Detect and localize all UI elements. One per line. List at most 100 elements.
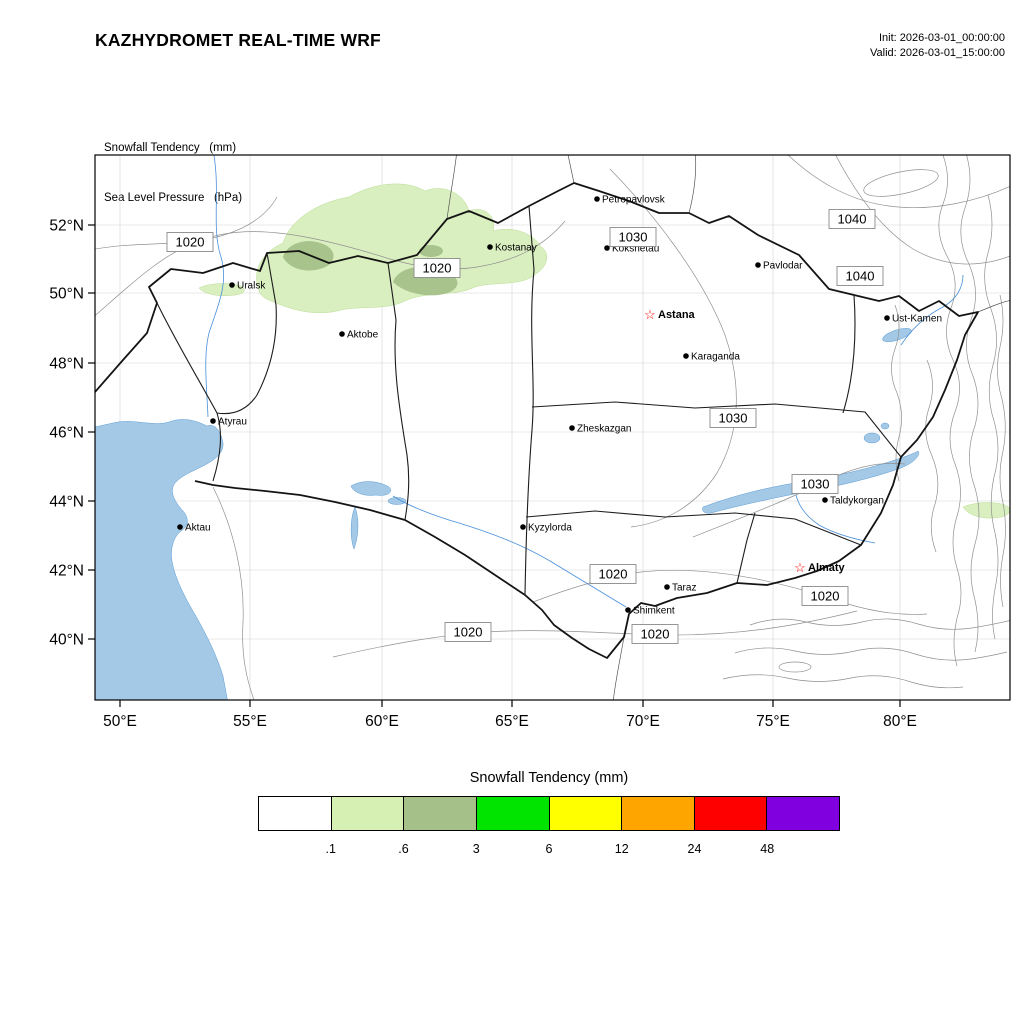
- city-dot: [177, 524, 183, 530]
- city-petropavlovsk: Petropavlovsk: [594, 195, 666, 206]
- pressure-label: 1030: [791, 474, 839, 494]
- legend-tick: 6: [545, 842, 553, 856]
- lon-axis-label: 70°E: [626, 713, 660, 730]
- city-label: Taraz: [672, 583, 696, 594]
- pressure-label-box: [444, 622, 492, 642]
- pressure-value: 1020: [599, 567, 628, 582]
- city-dot: [664, 584, 670, 590]
- city-dot: [339, 331, 345, 337]
- city-dot: [625, 607, 631, 613]
- snowfall-area-mid1: [283, 241, 334, 271]
- pressure-label: 1040: [836, 266, 884, 286]
- pressure-label-box: [828, 209, 876, 229]
- city-atyrau: Atyrau: [210, 417, 247, 428]
- contour-line: [609, 168, 737, 528]
- city-label: Atyrau: [218, 417, 247, 428]
- contour-loop: [863, 169, 939, 197]
- river-ural: [205, 155, 224, 418]
- city-shimkent: Shimkent: [625, 606, 675, 617]
- lon-axis-label: 50°E: [103, 713, 137, 730]
- city-dot: [822, 497, 828, 503]
- border-segment: [688, 155, 697, 214]
- pressure-value: 1020: [641, 627, 670, 642]
- city-label: Kostanay: [495, 243, 537, 254]
- border-segment: [612, 636, 625, 700]
- lake-alakol: [863, 432, 881, 444]
- oblast-border: [525, 510, 862, 546]
- city-dot: [604, 245, 610, 251]
- oblast-border: [524, 205, 535, 596]
- pressure-label: 1020: [631, 624, 679, 644]
- contour-line: [984, 194, 999, 640]
- oblast-borders: [156, 205, 902, 596]
- city-dot: [210, 418, 216, 424]
- kazakhstan-border: [95, 182, 979, 659]
- legend-tick: .6: [398, 842, 409, 856]
- rivers: [205, 155, 964, 608]
- caspian-sea: [95, 419, 228, 700]
- city-label: Kokshetau: [612, 244, 659, 255]
- capital-astana: ☆ Astana: [644, 307, 695, 322]
- lat-axis-label: 40°N: [49, 632, 84, 649]
- lat-axis-label: 48°N: [49, 356, 84, 373]
- city-taldykorgan: Taldykorgan: [822, 496, 884, 507]
- lon-axis-label: 60°E: [365, 713, 399, 730]
- legend-tick: 48: [760, 842, 775, 856]
- legend-tick: 24: [687, 842, 702, 856]
- pressure-value: 1030: [619, 230, 648, 245]
- pressure-label-box: [709, 408, 757, 428]
- contour-line: [960, 155, 980, 653]
- legend-tick-labels: .1 .6 3 6 12 24 48: [258, 842, 840, 862]
- pressure-label: 1030: [709, 408, 757, 428]
- pressure-value: 1030: [719, 411, 748, 426]
- city-label: Aktau: [185, 523, 211, 534]
- city-label: Shimkent: [633, 606, 675, 617]
- city-kostanay: Kostanay: [487, 243, 537, 254]
- city-label: Kyzylorda: [528, 523, 572, 534]
- snowfall-area-north: [256, 183, 548, 314]
- lon-axis-label: 65°E: [495, 713, 529, 730]
- oblast-border: [387, 262, 410, 521]
- city-label: Aktobe: [347, 330, 379, 341]
- page-title: KAZHYDROMET REAL-TIME WRF: [95, 30, 381, 50]
- pressure-value: 1020: [811, 589, 840, 604]
- aral-sea: [350, 481, 391, 496]
- legend-swatch-4: [549, 797, 623, 830]
- city-dot: [569, 425, 575, 431]
- capital-label: Astana: [658, 309, 696, 321]
- lat-axis-label: 52°N: [49, 218, 84, 235]
- contour-line: [722, 674, 964, 689]
- city-taraz: Taraz: [664, 583, 696, 594]
- lat-axis-label: 50°N: [49, 286, 84, 303]
- lon-axis-label: 55°E: [233, 713, 267, 730]
- pressure-value: 1030: [801, 477, 830, 492]
- city-label: Taldykorgan: [830, 496, 884, 507]
- pressure-label-box: [589, 564, 637, 584]
- river-irtysh: [900, 274, 964, 346]
- lat-axis-label: 46°N: [49, 425, 84, 442]
- city-dot: [487, 244, 493, 250]
- city-label: Karaganda: [691, 352, 740, 363]
- field-pressure-label: Sea Level Pressure (hPa): [104, 192, 243, 205]
- legend-swatch-0: [259, 797, 332, 830]
- capital-star-icon: ☆: [794, 560, 806, 575]
- map-frame: [94, 154, 1011, 701]
- contour-line: [938, 155, 962, 667]
- city-karaganda: Karaganda: [683, 352, 740, 363]
- snowfall-area-east: [962, 502, 1010, 519]
- city-dot: [683, 353, 689, 359]
- city-ustkamen: Ust-Kamen: [884, 314, 942, 325]
- city-kyzylorda: Kyzylorda: [520, 523, 572, 534]
- lat-axis-label: 44°N: [49, 494, 84, 511]
- pressure-value: 1020: [454, 625, 483, 640]
- field-labels: Snowfall Tendency (mm) Sea Level Pressur…: [104, 107, 242, 240]
- legend-colorbar: [258, 796, 840, 831]
- run-info: Init: 2026-03-01_00:00:00 Valid: 2026-03…: [870, 31, 1005, 61]
- city-label: Uralsk: [237, 281, 266, 292]
- legend-tick: 12: [614, 842, 629, 856]
- contour-line: [734, 647, 1008, 661]
- capital-star-icon: ☆: [644, 307, 656, 322]
- aral-sea-sliver: [350, 506, 359, 550]
- legend-tick: 3: [472, 842, 480, 856]
